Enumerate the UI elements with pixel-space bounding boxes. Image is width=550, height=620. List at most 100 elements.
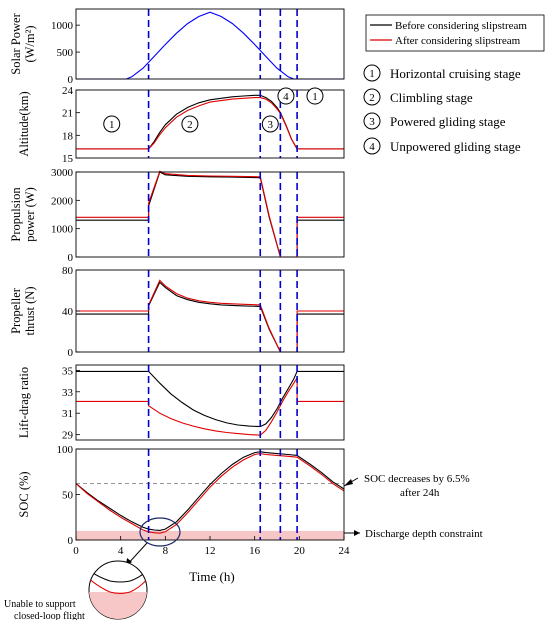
propulsion-plot-frame <box>75 171 345 258</box>
altitude-ylabel-line-0: Altitude(km) <box>17 91 31 156</box>
altitude-stage-label-circle-3 <box>277 87 295 105</box>
liftdrag-series-0 <box>76 370 344 428</box>
stage-marker-1 <box>363 64 381 82</box>
propulsion-ytick-label-0: 0 <box>68 252 74 264</box>
propulsion-series-1 <box>76 170 344 258</box>
altitude-series-1 <box>76 97 344 150</box>
liftdrag-ytick-label-0: 29 <box>62 430 74 442</box>
stage-marker-number-3: 3 <box>369 116 375 128</box>
soc-constraint-band <box>76 530 344 540</box>
stage-marker-number-2: 2 <box>369 92 375 104</box>
altitude-ylabel: Altitude(km) <box>17 91 31 156</box>
propulsion-ylabel-line-1: power (W) <box>23 187 37 242</box>
stage-item-2: 2 Climbling stage <box>363 88 473 106</box>
altitude-stage-label-circle-4 <box>306 87 324 105</box>
stage-marker-2 <box>363 88 381 106</box>
stage-label-4: Unpowered gliding stage <box>390 139 521 154</box>
inset-note-line1: Unable to support <box>4 599 76 610</box>
x-axis: Time (h) 0 4 8 12 16 20 24 <box>73 536 350 584</box>
soc-drop-note-line1: SOC decreases by 6.5% <box>364 473 470 485</box>
soc-ytick-label-2: 100 <box>57 444 74 456</box>
thrust-series-0 <box>76 281 344 353</box>
altitude-ytick-label-3: 24 <box>62 85 74 97</box>
stage-item-4: 4 Unpowered gliding stage <box>363 137 521 155</box>
discharge-arrowhead <box>354 530 360 536</box>
altitude-ytick-label-0: 15 <box>62 153 74 165</box>
liftdrag-ytick-label-3: 35 <box>62 365 74 377</box>
altitude-stage-label-number-2: 3 <box>268 119 274 131</box>
stage-label-3: Powered gliding stage <box>390 114 506 129</box>
panel-thrust: 0 40 80 Propellerthrust (N) <box>9 265 345 359</box>
liftdrag-ylabel: Lift-drag ratio <box>17 367 31 438</box>
panel-solar: 0 500 1000 Solar Power(W/m²) <box>9 8 345 86</box>
thrust-ylabel-line-1: thrust (N) <box>23 287 37 336</box>
xtick-label-1: 4 <box>118 545 124 557</box>
xtick-label-2: 8 <box>163 545 169 557</box>
zoom-inset-curve-after <box>89 575 147 594</box>
altitude-plot-frame <box>75 89 345 159</box>
altitude-stage-label-number-1: 2 <box>187 119 193 131</box>
inset-note-line2: closed-loop flight <box>14 611 85 620</box>
thrust-ytick-label-2: 80 <box>62 265 74 277</box>
liftdrag-plot-frame <box>75 364 345 441</box>
stage-marker-number-1: 1 <box>369 68 375 80</box>
panel-altitude: 15 18 21 24 Altitude(km) 1 2 3 4 1 <box>17 85 345 165</box>
solar-ylabel: Solar Power(W/m²) <box>9 12 37 74</box>
soc-ytick-label-0: 0 <box>68 535 74 547</box>
panel-liftdrag: 29 31 33 35 Lift-drag ratio <box>17 364 345 442</box>
xtick-label-6: 24 <box>339 545 351 557</box>
zoom-inset: Unable to support closed-loop flight <box>4 560 148 620</box>
altitude-stage-label-circle-0 <box>103 115 121 133</box>
thrust-ytick-label-1: 40 <box>62 306 74 318</box>
soc-series-0 <box>75 451 345 531</box>
solar-ytick-label-0: 0 <box>68 74 74 86</box>
stage-label-2: Climbling stage <box>390 90 473 105</box>
stage-marker-3 <box>363 112 381 130</box>
altitude-stage-label-circle-1 <box>181 115 199 133</box>
liftdrag-series-1 <box>76 375 344 436</box>
stage-marker-4 <box>363 137 381 155</box>
propulsion-ytick-label-2: 2000 <box>51 195 74 207</box>
stage-marker-number-4: 4 <box>369 141 375 153</box>
legend: Before considering slipstream After cons… <box>365 14 545 52</box>
thrust-ylabel: Propellerthrust (N) <box>9 287 37 336</box>
xtick-label-4: 16 <box>249 545 261 557</box>
soc-minimum-highlight <box>139 517 181 547</box>
soc-ylabel-line-0: SOC (%) <box>17 471 31 517</box>
thrust-ylabel-line-0: Propeller <box>9 287 23 334</box>
propulsion-ytick-label-1: 1000 <box>51 224 74 236</box>
legend-label-before: Before considering slipstream <box>395 20 527 32</box>
xtick-label-3: 12 <box>205 545 216 557</box>
altitude-ytick-label-1: 18 <box>62 130 74 142</box>
soc-drop-note-line2: after 24h <box>400 487 440 499</box>
solar-ytick-label-1: 500 <box>57 47 74 59</box>
legend-box <box>365 14 545 52</box>
propulsion-ylabel-line-0: Propulsion <box>9 187 23 242</box>
altitude-stage-label-number-4: 1 <box>312 91 318 103</box>
thrust-series-1 <box>76 279 344 353</box>
legend-label-after: After considering slipstream <box>395 35 521 47</box>
solar-ylabel-line-0: Solar Power <box>9 12 23 74</box>
liftdrag-ytick-label-1: 31 <box>62 408 73 420</box>
soc-series-1 <box>75 453 345 534</box>
altitude-stage-label-number-0: 1 <box>109 119 115 131</box>
zoom-inset-curve-before <box>89 567 147 583</box>
stage-label-1: Horizontal cruising stage <box>390 66 521 81</box>
stage-item-3: 3 Powered gliding stage <box>363 112 506 130</box>
annotations: SOC decreases by 6.5% after 24h Discharg… <box>4 473 483 620</box>
solar-ytick-label-2: 1000 <box>51 20 74 32</box>
xtick-label-5: 20 <box>294 545 306 557</box>
soc-drop-arrowhead <box>344 479 353 486</box>
solar-ylabel-line-1: (W/m²) <box>23 25 37 62</box>
thrust-ytick-label-0: 0 <box>68 347 74 359</box>
panel-soc: 0 50 100 SOC (%) <box>17 444 345 547</box>
solar-series-0 <box>76 11 344 80</box>
propulsion-series-0 <box>76 171 344 258</box>
solar-plot-frame <box>75 8 345 80</box>
stage-list: 1 Horizontal cruising stage 2 Climbling … <box>363 64 521 155</box>
xtick-label-0: 0 <box>73 545 79 557</box>
liftdrag-ytick-label-2: 33 <box>62 387 74 399</box>
soc-ytick-label-1: 50 <box>62 490 74 502</box>
altitude-ytick-label-2: 21 <box>62 108 73 120</box>
